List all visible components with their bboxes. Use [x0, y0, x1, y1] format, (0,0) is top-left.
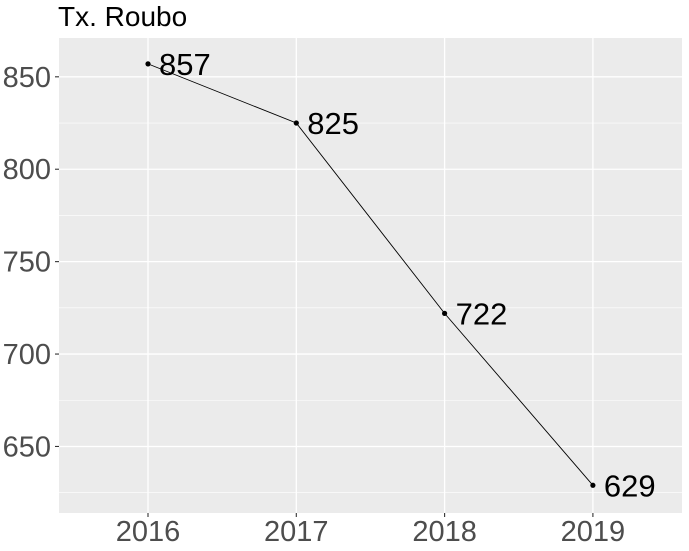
data-point — [145, 61, 151, 67]
series-line — [147, 63, 594, 486]
x-tick-label: 2018 — [412, 516, 477, 548]
data-label: 857 — [159, 47, 211, 82]
x-tick-label: 2019 — [561, 516, 626, 548]
data-label: 722 — [456, 296, 508, 331]
chart-title: Tx. Roubo — [58, 1, 188, 32]
y-tick-label: 700 — [3, 339, 51, 371]
x-tick-label: 2016 — [116, 516, 181, 548]
y-tick-label: 850 — [3, 62, 51, 94]
data-point — [293, 120, 299, 126]
data-point — [442, 310, 448, 316]
y-tick-label: 650 — [3, 431, 51, 463]
y-tick-label: 800 — [3, 154, 51, 186]
x-tick-label: 2017 — [264, 516, 329, 548]
plot-panel — [59, 38, 682, 513]
data-label: 629 — [604, 468, 656, 503]
data-label: 825 — [307, 106, 359, 141]
data-point — [590, 482, 596, 488]
y-tick-label: 750 — [3, 247, 51, 279]
